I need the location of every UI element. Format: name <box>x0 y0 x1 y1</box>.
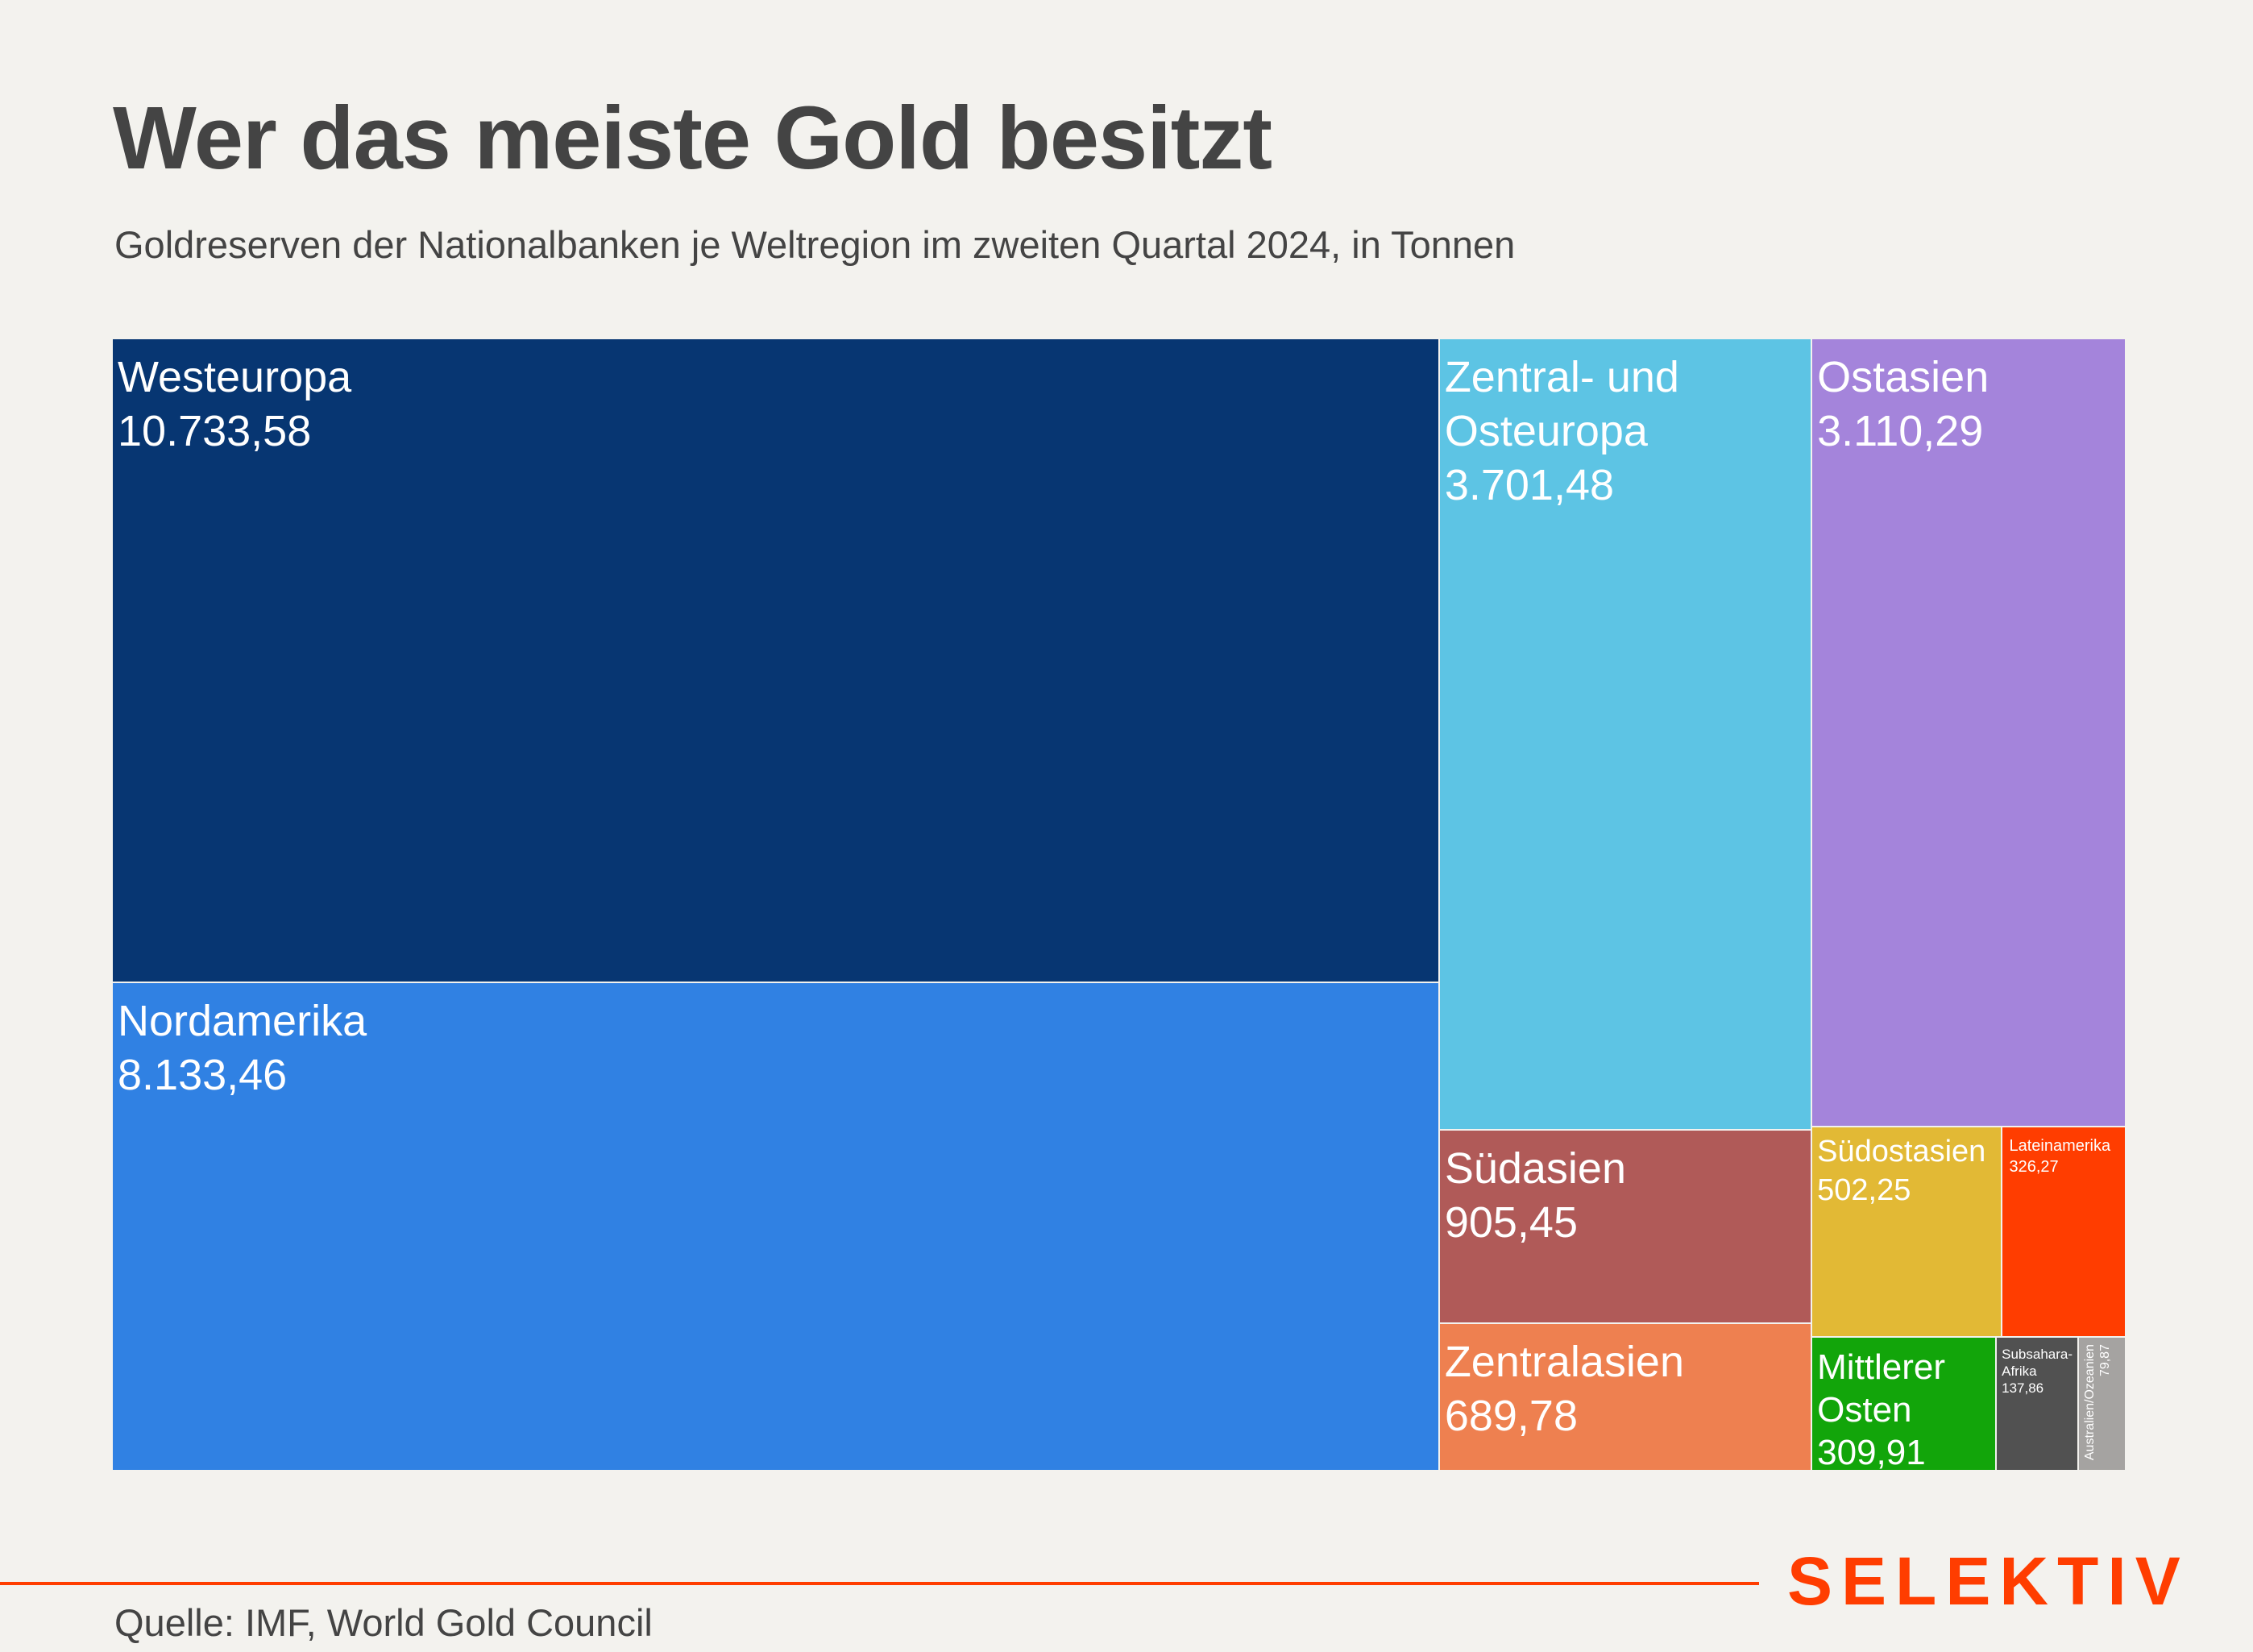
treemap-tile-australien-ozeanien: Australien/Ozeanien 79,87 <box>2078 1338 2126 1471</box>
tile-label: Australien/Ozeanien <box>2082 1344 2097 1461</box>
treemap-tile-mittlerer-osten: Mittlerer Osten 309,91 <box>1812 1338 1998 1471</box>
tile-label: Zentral- und Osteuropa <box>1444 353 1679 455</box>
chart-title: Wer das meiste Gold besitzt <box>113 89 1272 188</box>
treemap-tile-nordamerika: Nordamerika 8.133,46 <box>113 983 1440 1471</box>
tile-value-label: 502,25 <box>1817 1173 1911 1208</box>
treemap-tile-zentralasien: Zentralasien 689,78 <box>1439 1324 1813 1471</box>
treemap-tile-lateinamerika: Lateinamerika 326,27 <box>2002 1127 2126 1339</box>
tile-value-label: 905,45 <box>1444 1197 1578 1247</box>
tile-label: Ostasien <box>1817 353 1990 401</box>
chart-subtitle: Goldreserven der Nationalbanken je Weltr… <box>114 223 1516 266</box>
tile-value-label: 309,91 <box>1817 1433 1926 1471</box>
tile-value-label: 689,78 <box>1444 1392 1578 1441</box>
source-note: Quelle: IMF, World Gold Council <box>114 1601 653 1644</box>
tile-value-label: 8.133,46 <box>118 1051 288 1100</box>
treemap-tile-ostasien: Ostasien 3.110,29 <box>1812 339 2126 1128</box>
tile-value-label: 137,86 <box>2002 1380 2044 1397</box>
tile-label: Zentralasien <box>1444 1338 1684 1387</box>
tile-value-label: 10.733,58 <box>118 407 312 455</box>
tile-label: Südasien <box>1444 1144 1626 1193</box>
tile-label: Lateinamerika <box>2009 1137 2111 1156</box>
treemap-tile-westeuropa: Westeuropa 10.733,58 <box>113 339 1440 984</box>
tile-label: Nordamerika <box>118 997 367 1046</box>
tile-label: Subsahara- Afrika <box>2002 1347 2073 1380</box>
tile-value-label: 3.110,29 <box>1817 407 1984 455</box>
treemap-tile-suedasien: Südasien 905,45 <box>1439 1130 1813 1325</box>
tile-label: Mittlerer Osten <box>1817 1347 1946 1430</box>
treemap-tile-suedostasien: Südostasien 502,25 <box>1812 1127 2003 1339</box>
footer-divider <box>0 1582 1759 1585</box>
tile-value-label: 79,87 <box>2097 1344 2112 1377</box>
selektiv-logo: SELEKTIV <box>1787 1543 2189 1619</box>
treemap-tile-subsahara-afrika: Subsahara- Afrika 137,86 <box>1997 1338 2079 1471</box>
treemap-tile-zentral-und-osteuropa: Zentral- und Osteuropa 3.701,48 <box>1439 339 1813 1131</box>
tile-label: Südostasien <box>1817 1135 1986 1169</box>
tile-value-label: 326,27 <box>2009 1158 2059 1177</box>
treemap: Westeuropa 10.733,58 Nordamerika 8.133,46 Ze… <box>113 339 2126 1471</box>
tile-label: Westeuropa <box>118 353 352 401</box>
tile-value-label: 3.701,48 <box>1444 461 1615 509</box>
rotated-label-group: Australien/Ozeanien 79,87 <box>2082 1344 2113 1462</box>
